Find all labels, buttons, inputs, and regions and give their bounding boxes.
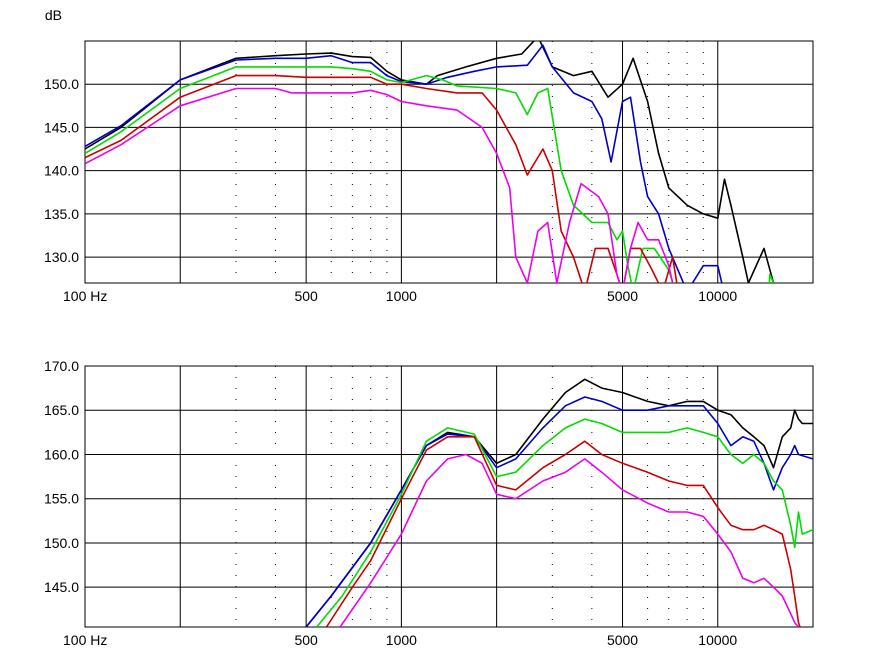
plot-frame	[84, 40, 814, 284]
series-line-4	[85, 74, 678, 283]
series-line-2	[305, 396, 813, 627]
series-line-1	[305, 378, 813, 627]
x-tick-label: 500	[294, 288, 318, 304]
series-line-1	[85, 41, 775, 283]
y-tick-label: 135.0	[44, 206, 79, 222]
y-tick-label: 140.0	[44, 163, 79, 179]
series-line-5	[339, 453, 800, 627]
series-line-3	[85, 66, 775, 283]
x-tick-label: 100 Hz	[63, 632, 107, 648]
top-chart-panel: 130.0 135.0 140.0 145.0 150.0 100 Hz 500 1000 50…	[44, 7, 814, 304]
x-tick-label: 1000	[386, 288, 417, 304]
x-tick-label: 100 Hz	[63, 288, 107, 304]
x-tick-label: 1000	[386, 632, 417, 648]
y-tick-label: 165.0	[44, 402, 79, 418]
y-tick-label: 150.0	[44, 535, 79, 551]
bottom-chart-panel: 145.0 150.0 155.0 160.0 165.0 170.0 100 Hz 500 1…	[44, 358, 814, 648]
y-tick-label: 155.0	[44, 491, 79, 507]
y-tick-label: 170.0	[44, 358, 79, 374]
y-tick-label: 160.0	[44, 446, 79, 462]
series-line-4	[325, 436, 801, 627]
series-line-5	[85, 87, 674, 283]
series-line-2	[85, 44, 723, 283]
x-tick-label: 10000	[698, 632, 737, 648]
y-axis-unit-label: dB	[45, 7, 62, 23]
y-tick-label: 145.0	[44, 119, 79, 135]
y-tick-label: 150.0	[44, 76, 79, 92]
x-tick-label: 5000	[607, 288, 638, 304]
y-tick-label: 145.0	[44, 579, 79, 595]
x-tick-label: 10000	[698, 288, 737, 304]
x-tick-label: 500	[294, 632, 318, 648]
plot-frame	[84, 365, 814, 628]
series-line-3	[316, 418, 813, 627]
y-tick-label: 130.0	[44, 249, 79, 265]
x-tick-label: 5000	[607, 632, 638, 648]
